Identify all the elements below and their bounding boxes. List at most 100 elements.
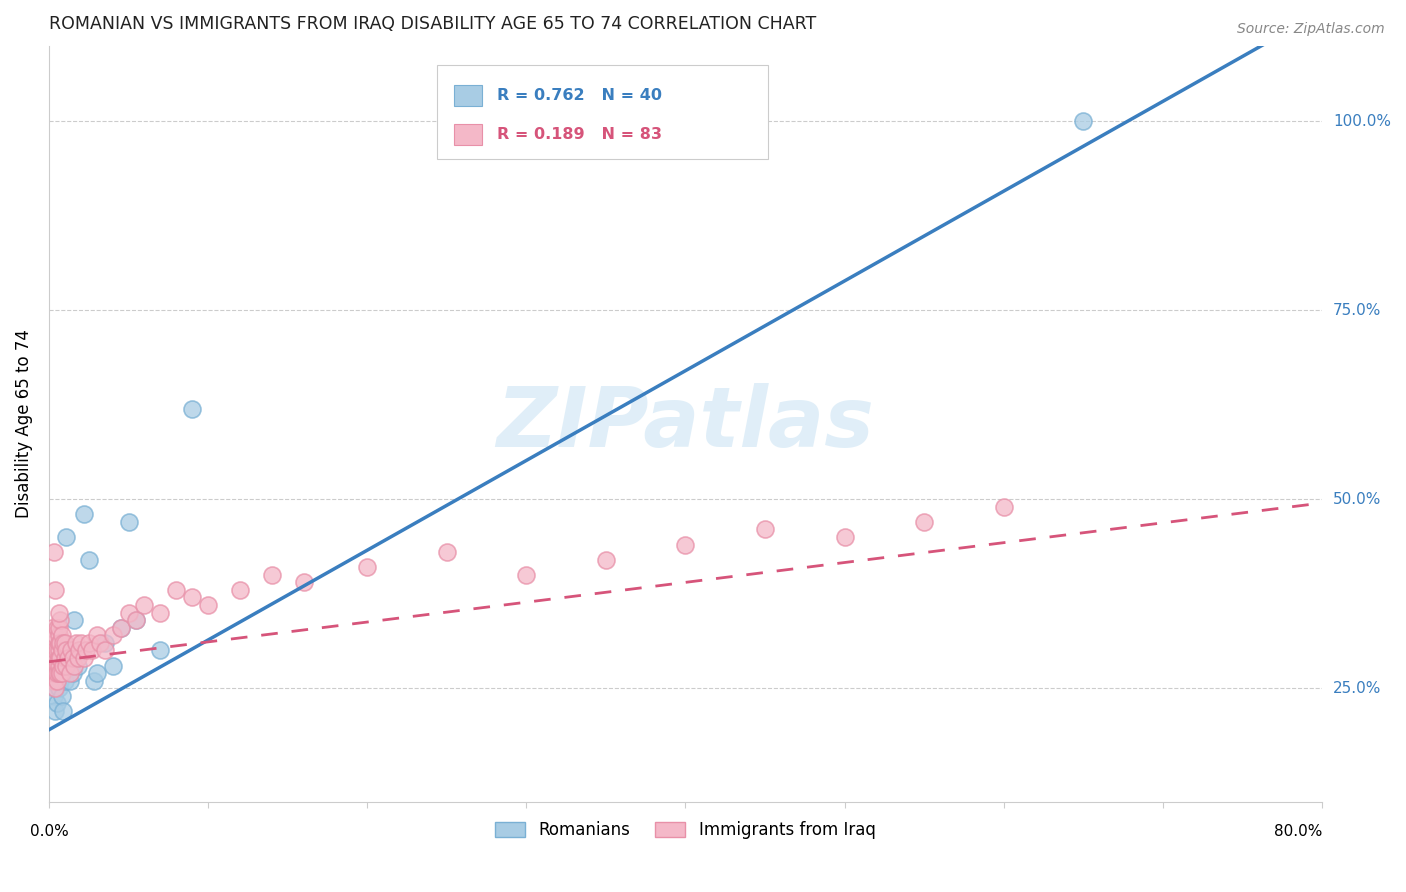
Point	[86, 628, 108, 642]
Point	[52, 636, 75, 650]
Text: 100.0%: 100.0%	[1333, 114, 1391, 128]
Point	[41, 658, 63, 673]
Point	[48, 666, 70, 681]
Point	[48, 643, 70, 657]
Point	[41, 643, 63, 657]
Text: 80.0%: 80.0%	[1274, 824, 1322, 839]
Point	[60, 643, 83, 657]
Point	[62, 666, 84, 681]
Point	[52, 658, 75, 673]
Point	[45, 673, 67, 688]
Point	[110, 621, 132, 635]
Point	[44, 681, 66, 696]
Point	[42, 651, 65, 665]
Point	[42, 673, 65, 688]
Point	[675, 537, 697, 551]
Point	[49, 673, 72, 688]
Point	[101, 628, 124, 642]
Point	[45, 643, 67, 657]
Point	[44, 681, 66, 696]
Point	[45, 658, 67, 673]
Point	[42, 545, 65, 559]
Point	[63, 658, 86, 673]
Point	[42, 689, 65, 703]
Text: Source: ZipAtlas.com: Source: ZipAtlas.com	[1237, 22, 1385, 37]
Text: R = 0.189   N = 83: R = 0.189 N = 83	[498, 127, 662, 142]
Point	[48, 666, 70, 681]
Y-axis label: Disability Age 65 to 74: Disability Age 65 to 74	[15, 329, 32, 518]
Point	[44, 666, 66, 681]
Point	[45, 621, 67, 635]
Point	[75, 643, 97, 657]
Bar	[454, 85, 482, 106]
Point	[45, 696, 67, 710]
Point	[101, 658, 124, 673]
Point	[42, 651, 65, 665]
Point	[55, 643, 77, 657]
Point	[48, 658, 70, 673]
Point	[49, 666, 72, 681]
Point	[754, 523, 776, 537]
Point	[41, 673, 63, 688]
Point	[53, 651, 76, 665]
Point	[49, 636, 72, 650]
Point	[86, 666, 108, 681]
Point	[436, 545, 458, 559]
Point	[48, 643, 70, 657]
Point	[51, 643, 73, 657]
Point	[44, 658, 66, 673]
Text: 75.0%: 75.0%	[1333, 302, 1381, 318]
Point	[292, 575, 315, 590]
Text: 0.0%: 0.0%	[30, 824, 69, 839]
Point	[55, 658, 77, 673]
Point	[77, 552, 100, 566]
Point	[66, 658, 89, 673]
Bar	[454, 124, 482, 145]
Point	[48, 628, 70, 642]
Point	[69, 636, 91, 650]
Point	[67, 643, 90, 657]
Point	[48, 621, 70, 635]
Point	[52, 704, 75, 718]
Point	[80, 643, 103, 657]
Point	[56, 651, 79, 665]
Point	[125, 613, 148, 627]
Point	[1071, 114, 1094, 128]
Point	[45, 673, 67, 688]
Point	[125, 613, 148, 627]
Point	[62, 651, 84, 665]
Point	[42, 666, 65, 681]
Point	[165, 582, 187, 597]
Point	[49, 658, 72, 673]
Point	[39, 658, 62, 673]
Text: 25.0%: 25.0%	[1333, 681, 1381, 696]
Point	[63, 613, 86, 627]
Point	[44, 628, 66, 642]
Point	[197, 598, 219, 612]
Point	[48, 651, 70, 665]
Text: ROMANIAN VS IMMIGRANTS FROM IRAQ DISABILITY AGE 65 TO 74 CORRELATION CHART: ROMANIAN VS IMMIGRANTS FROM IRAQ DISABIL…	[49, 15, 817, 33]
Point	[45, 666, 67, 681]
Point	[93, 636, 115, 650]
Point	[53, 636, 76, 650]
Point	[39, 636, 62, 650]
FancyBboxPatch shape	[437, 64, 768, 159]
Point	[73, 508, 96, 522]
Point	[44, 704, 66, 718]
Point	[51, 628, 73, 642]
Point	[229, 582, 252, 597]
Point	[41, 666, 63, 681]
Point	[83, 673, 105, 688]
Point	[89, 636, 111, 650]
Point	[48, 681, 70, 696]
Point	[117, 606, 139, 620]
Point	[181, 591, 204, 605]
Text: ZIPatlas: ZIPatlas	[496, 384, 875, 464]
Point	[41, 621, 63, 635]
Point	[149, 643, 172, 657]
Point	[134, 598, 156, 612]
Point	[53, 673, 76, 688]
Point	[42, 666, 65, 681]
Point	[53, 651, 76, 665]
Point	[65, 636, 87, 650]
